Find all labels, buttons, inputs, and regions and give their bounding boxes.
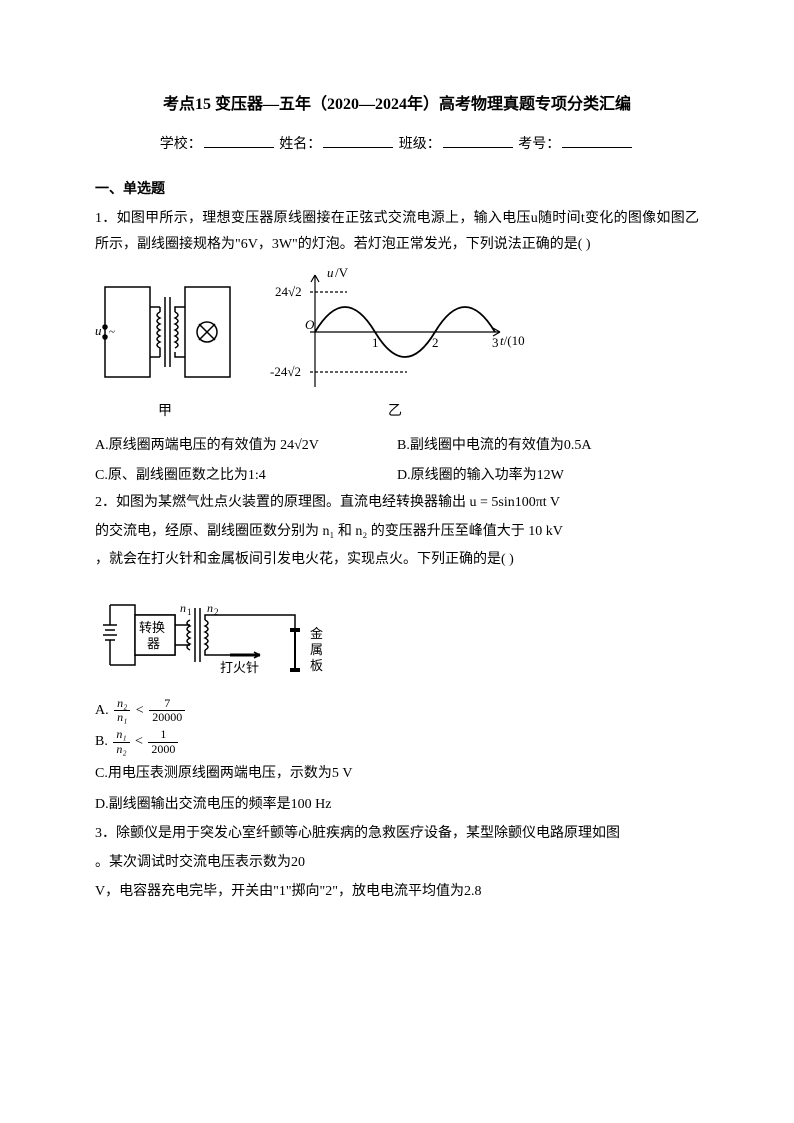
q1-optB: B.副线圈中电流的有效值为0.5A [397, 431, 699, 460]
class-label: 班级： [399, 137, 441, 152]
svg-text:24√2: 24√2 [275, 284, 302, 299]
q2-stem-a: 2．如图为某燃气灶点火装置的原理图。直流电经转换器输出 u = 5sin100π… [95, 490, 699, 517]
school-blank [204, 134, 274, 148]
svg-text:/V: /V [335, 267, 349, 280]
q1-fig1-caption: 甲 [95, 399, 235, 426]
examno-blank [562, 134, 632, 148]
q1-optD: D.原线圈的输入功率为12W [397, 461, 699, 490]
svg-text:-24√2: -24√2 [270, 364, 301, 379]
svg-text:n: n [207, 601, 213, 615]
q1-optC: C.原、副线圈匝数之比为1:4 [95, 461, 397, 490]
svg-text:1: 1 [372, 335, 379, 350]
svg-text:O: O [305, 317, 315, 332]
svg-text:2: 2 [432, 335, 439, 350]
q3-stem-b: 。某次调试时交流电压表示数为20 [95, 850, 699, 877]
q3-stem-a: 3．除颤仪是用于突发心室纤颤等心脏疾病的急救医疗设备，某型除颤仪电路原理如图 [95, 821, 699, 848]
q2-optA: A. n₂n₁ < 720000 [95, 696, 699, 725]
svg-text:金: 金 [310, 626, 323, 641]
svg-text:1: 1 [187, 607, 192, 617]
svg-text:u: u [95, 323, 102, 338]
name-label: 姓名： [279, 137, 321, 152]
name-blank [323, 134, 393, 148]
examno-label: 考号： [518, 137, 560, 152]
svg-text:u: u [327, 267, 334, 280]
q1-figures: u ~ 甲 u /V 24√2 -24√2 O 1 2 3 t/( [95, 267, 699, 426]
class-blank [443, 134, 513, 148]
q1-fig2-caption: 乙 [265, 399, 525, 426]
q2-stem-b: 的交流电，经原、副线圈匝数分别为 n₁ 和 n₂ 的变压器升压至峰值大于 10 … [95, 519, 699, 546]
q2-figure: 转 换 换 转换 器 转换 器 n 1 n 2 打火针 金 属 板 [95, 580, 699, 690]
q3-stem-c: V，电容器充电完毕，开关由"1"掷向"2"，放电电流平均值为2.8 [95, 879, 699, 906]
svg-text:器: 器 [147, 636, 160, 651]
q2-options: A. n₂n₁ < 720000 B. n₁n₂ < 12000 C.用电压表测… [95, 696, 699, 820]
svg-text:~: ~ [109, 326, 115, 338]
q2-optC: C.用电压表测原线圈两端电压，示数为5 V [95, 759, 699, 788]
svg-text:属: 属 [310, 642, 323, 657]
student-info-line: 学校： 姓名： 班级： 考号： [95, 132, 699, 159]
section-heading: 一、单选题 [95, 177, 699, 204]
svg-text:打火针: 打火针 [220, 660, 259, 675]
svg-text:3: 3 [492, 335, 499, 350]
q1-options: A.原线圈两端电压的有效值为 24√2V B.副线圈中电流的有效值为0.5A C… [95, 431, 699, 490]
svg-text:转换: 转换 [139, 620, 165, 635]
q1-fig-graph: u /V 24√2 -24√2 O 1 2 3 t/(10⁻²s) 乙 [265, 267, 525, 426]
svg-text:t/(10⁻²s): t/(10⁻²s) [500, 333, 525, 348]
q2-optD: D.副线圈输出交流电压的频率是100 Hz [95, 790, 699, 819]
q1-fig-circuit: u ~ 甲 [95, 277, 235, 426]
q1-optA: A.原线圈两端电压的有效值为 24√2V [95, 431, 397, 460]
svg-text:2: 2 [214, 607, 219, 617]
svg-text:n: n [180, 601, 186, 615]
q1-stem: 1．如图甲所示，理想变压器原线圈接在正弦式交流电源上，输入电压u随时间t变化的图… [95, 206, 699, 259]
q2-optB: B. n₁n₂ < 12000 [95, 727, 699, 756]
page-title: 考点15 变压器—五年（2020—2024年）高考物理真题专项分类汇编 [95, 90, 699, 120]
school-label: 学校： [160, 137, 202, 152]
svg-text:板: 板 [310, 658, 323, 673]
q2-stem-c: ，就会在打火针和金属板间引发电火花，实现点火。下列正确的是( ) [95, 547, 699, 574]
